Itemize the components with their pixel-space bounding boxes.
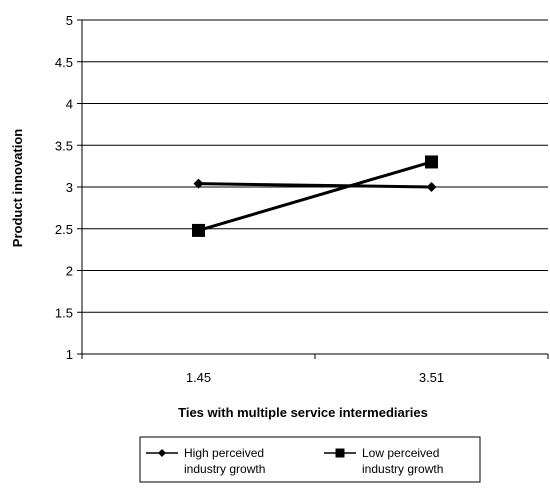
y-tick-label: 3 xyxy=(66,180,73,195)
gridlines xyxy=(82,19,548,313)
axes xyxy=(77,19,549,359)
legend-label: High perceived xyxy=(184,446,264,460)
data-point xyxy=(193,178,204,189)
legend-box xyxy=(139,436,481,483)
y-tick-label: 4 xyxy=(66,97,73,112)
legend-label: industry growth xyxy=(362,462,443,476)
x-tick-label: 3.51 xyxy=(419,370,444,385)
legend-entry: Low perceived industry growth xyxy=(324,446,443,476)
data-point xyxy=(426,182,437,192)
y-tick-label: 5 xyxy=(66,13,73,28)
x-tick-labels: 1.45 3.51 xyxy=(186,370,444,385)
series-group xyxy=(192,155,438,237)
y-tick-label: 2.5 xyxy=(55,222,73,237)
legend-marker xyxy=(335,448,345,458)
series-line xyxy=(198,182,432,189)
data-point xyxy=(192,223,205,237)
y-tick-label: 3.5 xyxy=(55,138,73,153)
y-tick-label: 4.5 xyxy=(55,55,73,70)
legend-marker xyxy=(158,449,166,457)
legend-entry: High perceived industry growth xyxy=(146,446,265,476)
x-axis-title: Ties with multiple service intermediarie… xyxy=(178,405,428,420)
y-tick-label: 2 xyxy=(66,264,73,279)
y-axis-title: Product innovation xyxy=(10,129,25,248)
series-line xyxy=(198,160,432,232)
series-1 xyxy=(193,178,437,192)
legend-label: industry growth xyxy=(184,462,265,476)
data-point xyxy=(425,155,438,169)
series-2 xyxy=(192,155,438,237)
y-tick-label: 1.5 xyxy=(55,305,73,320)
x-tick-label: 1.45 xyxy=(186,370,211,385)
y-tick-label: 1 xyxy=(66,347,73,362)
y-tick-labels: 1 1.5 2 2.5 3 3.5 4 4.5 5 xyxy=(55,13,73,362)
legend-label: Low perceived xyxy=(362,446,439,460)
